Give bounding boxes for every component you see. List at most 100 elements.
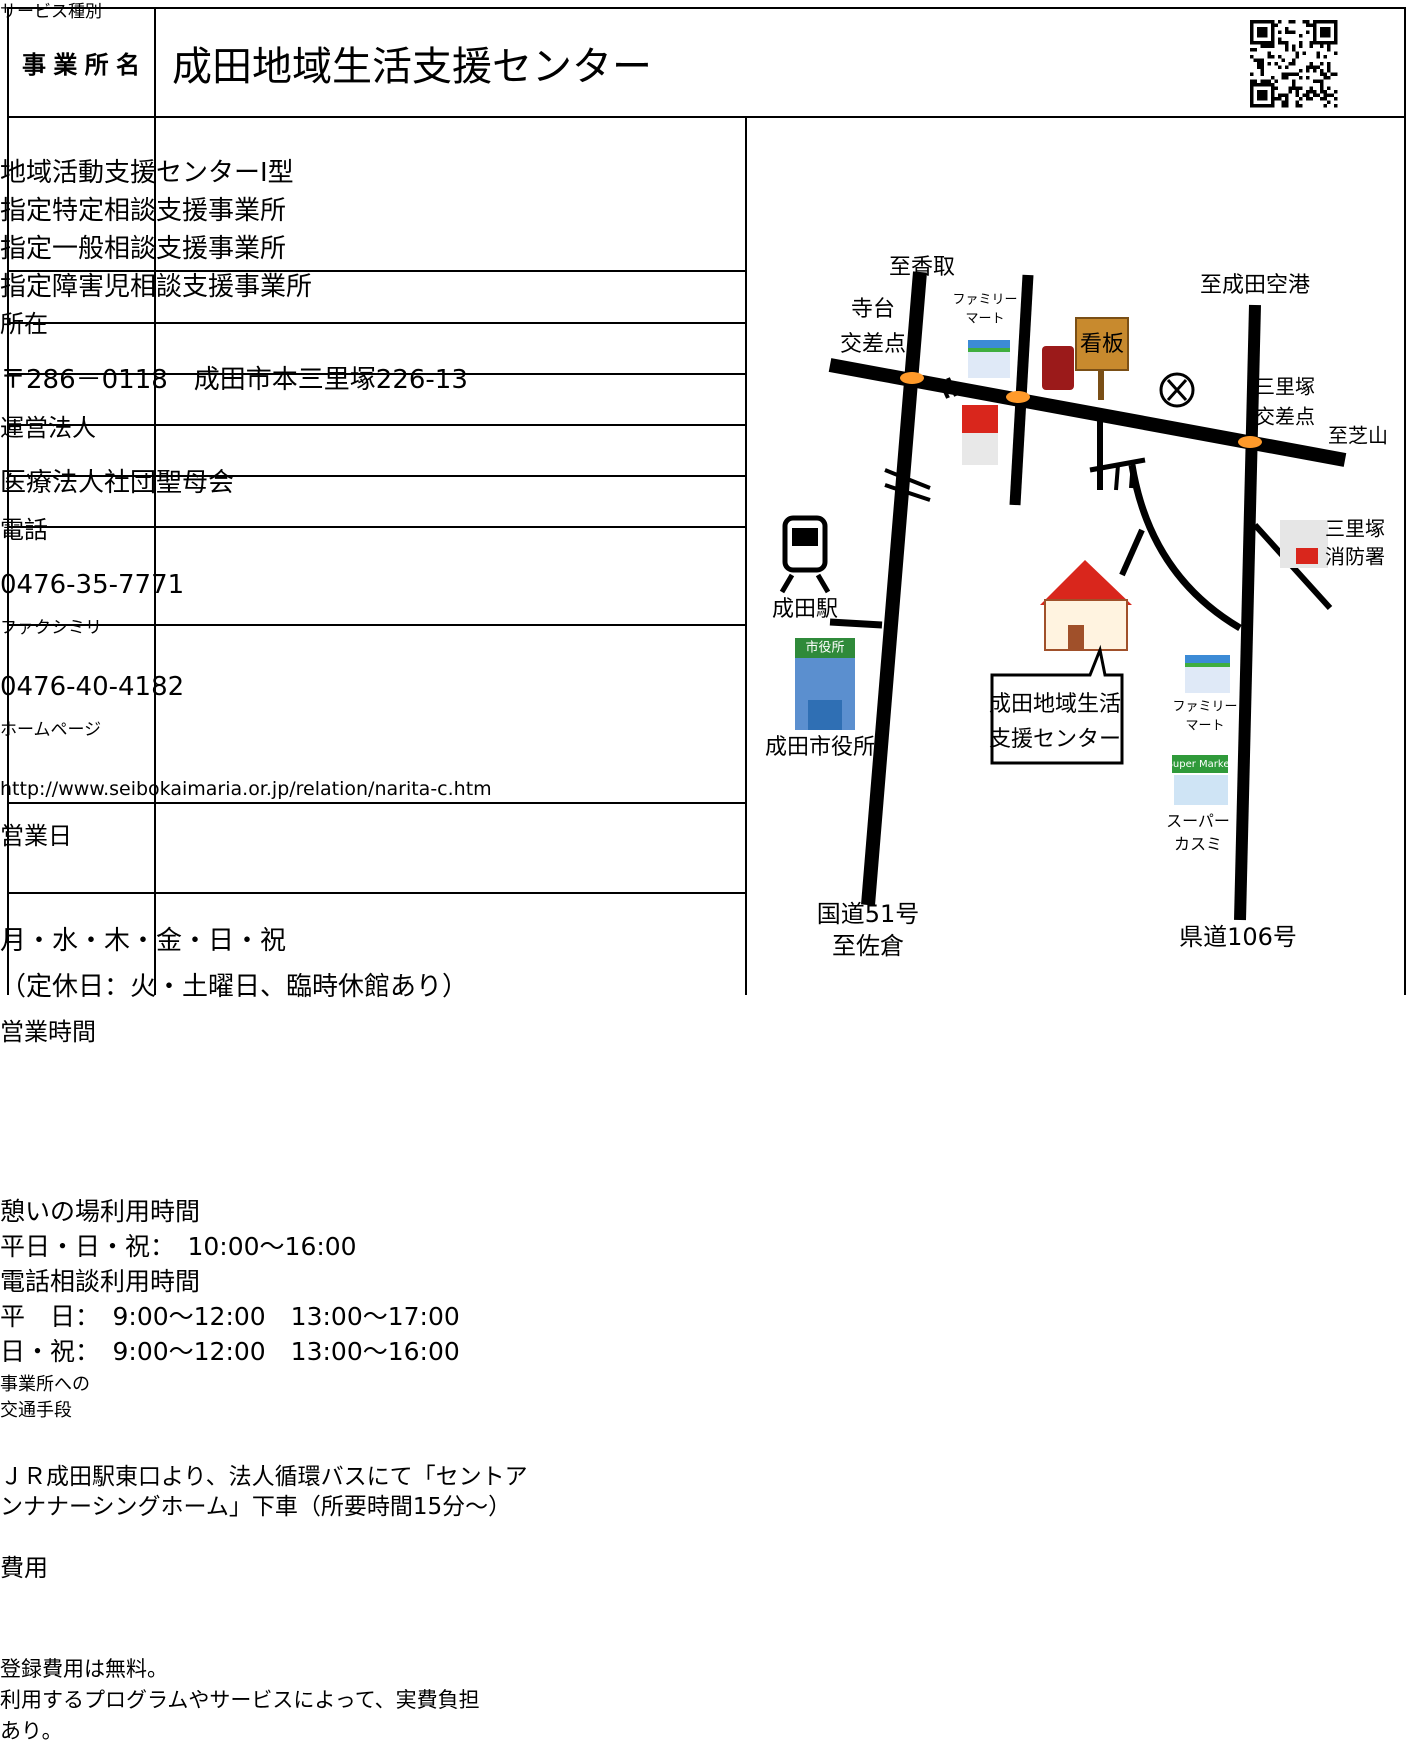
qr-module <box>1260 97 1264 101</box>
qr-module <box>1323 90 1327 94</box>
qr-module <box>1271 93 1275 97</box>
map-label: Super Market <box>1167 759 1234 770</box>
qr-module <box>1250 48 1254 52</box>
row-value: 地域活動支援センターⅠ型 指定特定相談支援事業所 指定一般相談支援事業所 指定障害児相… <box>0 154 1410 308</box>
qr-module <box>1260 104 1264 108</box>
qr-module <box>1323 41 1327 45</box>
qr-module <box>1285 100 1289 104</box>
qr-module <box>1271 27 1275 31</box>
map-label: 成田市役所 <box>765 735 875 760</box>
qr-module <box>1271 34 1275 38</box>
qr-module <box>1267 104 1271 108</box>
qr-module <box>1320 90 1324 94</box>
qr-module <box>1292 62 1296 66</box>
qr-module <box>1327 76 1331 80</box>
qr-module <box>1313 69 1317 73</box>
qr-module <box>1250 93 1254 97</box>
qr-module <box>1281 41 1285 45</box>
qr-module <box>1313 30 1317 34</box>
qr-module <box>1271 20 1275 24</box>
qr-module <box>1288 90 1292 94</box>
qr-module <box>1309 62 1313 66</box>
qr-module <box>1327 48 1331 52</box>
qr-module <box>1313 90 1317 94</box>
qr-module <box>1313 93 1317 97</box>
qr-module <box>1320 20 1324 24</box>
qr-module <box>1250 97 1254 101</box>
qr-module <box>1306 30 1310 34</box>
row-value-line: ンナナーシングホーム」下車（所要時間15分～） <box>0 1494 512 1520</box>
qr-module <box>1267 20 1271 24</box>
qr-module <box>1260 41 1264 45</box>
map-label: 至芝山 <box>1328 424 1388 448</box>
qr-module <box>1299 34 1303 38</box>
table-border <box>8 7 1406 9</box>
qr-module <box>1323 104 1327 108</box>
qr-module <box>1257 83 1261 87</box>
qr-module <box>1320 79 1324 83</box>
qr-module <box>1267 79 1271 83</box>
row-label-text: 営業時間 <box>0 1018 96 1046</box>
qr-module <box>1285 41 1289 45</box>
qr-module <box>1278 65 1282 69</box>
qr-module <box>1260 90 1264 94</box>
qr-module <box>1267 51 1271 55</box>
row-label-text: 費用 <box>0 1554 48 1582</box>
qr-module <box>1278 30 1282 34</box>
qr-module <box>1327 100 1331 104</box>
qr-module <box>1323 20 1327 24</box>
map-label: 交差点 <box>840 332 906 357</box>
row-value-line: 0476-35-7771 <box>0 570 185 600</box>
qr-module <box>1278 97 1282 101</box>
header-label-text: 事業所名 <box>22 51 140 79</box>
qr-module <box>1250 23 1254 27</box>
qr-module <box>1313 41 1317 45</box>
qr-module <box>1320 69 1324 73</box>
map-label: 看板 <box>1080 332 1124 357</box>
qr-module <box>1250 34 1254 38</box>
qr-module <box>1271 76 1275 80</box>
qr-module <box>1271 104 1275 108</box>
table-border <box>8 373 746 375</box>
qr-module <box>1257 104 1261 108</box>
qr-module <box>1330 20 1334 24</box>
qr-module <box>1271 55 1275 59</box>
table-border <box>154 7 156 995</box>
qr-module <box>1309 97 1313 101</box>
qr-module <box>1295 90 1299 94</box>
qr-module <box>1274 23 1278 27</box>
qr-module <box>1316 41 1320 45</box>
qr-module <box>1334 97 1338 101</box>
qr-module <box>1306 69 1310 73</box>
table-border <box>8 475 746 477</box>
qr-module <box>1264 44 1268 48</box>
row-label: ファクシミリ <box>0 616 1410 667</box>
qr-module <box>1250 72 1254 76</box>
qr-module <box>1334 20 1338 24</box>
qr-module <box>1313 34 1317 38</box>
qr-module <box>1267 55 1271 59</box>
qr-module <box>1327 93 1331 97</box>
qr-module <box>1327 41 1331 45</box>
qr-module <box>1323 30 1327 34</box>
qr-module <box>1327 65 1331 69</box>
row-value-line: 地域活動支援センターⅠ型 <box>0 158 294 188</box>
map-label: 国道51号 <box>817 900 920 928</box>
table-border <box>8 892 746 894</box>
qr-module <box>1264 97 1268 101</box>
row-value: ＪＲ成田駅東口より、法人循環バスにて「セントア ンナナーシングホーム」下車（所要時… <box>0 1462 1410 1552</box>
table-border <box>7 7 9 995</box>
row-label-text: 事業所への <box>0 1374 90 1395</box>
row-value-line: 利用するプログラムやサービスによって、実費負担 <box>0 1688 480 1712</box>
qr-module <box>1309 44 1313 48</box>
qr-module <box>1264 90 1268 94</box>
qr-module <box>1306 90 1310 94</box>
qr-module <box>1281 100 1285 104</box>
qr-module <box>1257 30 1261 34</box>
qr-module <box>1253 20 1257 24</box>
qr-module <box>1285 93 1289 97</box>
qr-module <box>1316 51 1320 55</box>
qr-module <box>1316 79 1320 83</box>
qr-module <box>1253 83 1257 87</box>
row-label: 事業所への 交通手段 <box>0 1372 1410 1462</box>
